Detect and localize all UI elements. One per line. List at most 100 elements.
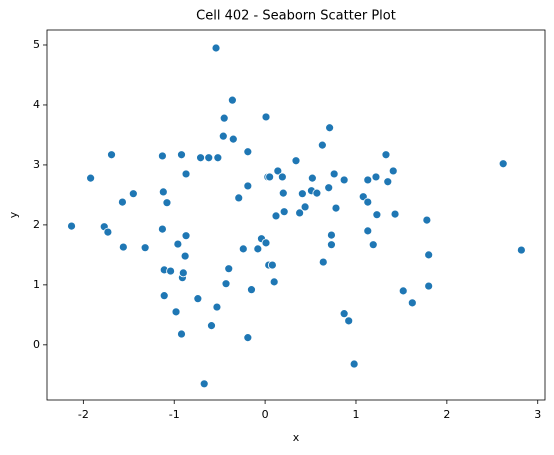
point — [291, 156, 301, 166]
y-tick-label: 3 — [33, 158, 40, 171]
point — [158, 187, 168, 197]
y-axis-label: y — [7, 211, 20, 218]
point — [498, 159, 508, 169]
y-tick-label: 4 — [33, 98, 40, 111]
point — [218, 131, 228, 141]
point — [327, 240, 336, 250]
point — [261, 112, 271, 122]
point — [317, 140, 327, 150]
x-tick-label: 3 — [534, 408, 541, 421]
point — [204, 153, 214, 163]
point — [238, 244, 248, 254]
y-tick-label: 0 — [33, 338, 40, 351]
x-tick-label: 0 — [262, 408, 269, 421]
point — [207, 321, 216, 331]
point — [159, 291, 169, 301]
point — [158, 224, 167, 234]
point — [363, 175, 373, 185]
point — [390, 209, 400, 219]
point — [211, 43, 221, 53]
point — [344, 316, 354, 326]
point — [363, 197, 373, 207]
point — [243, 181, 253, 191]
point — [381, 150, 391, 160]
point — [227, 95, 237, 105]
point — [196, 153, 205, 163]
point — [199, 379, 209, 389]
point — [128, 189, 138, 199]
point — [324, 183, 334, 193]
point — [339, 309, 349, 319]
point — [297, 189, 307, 199]
point — [300, 202, 310, 212]
y-tick-label: 1 — [33, 278, 40, 291]
point — [265, 172, 275, 182]
point — [279, 207, 289, 217]
point — [228, 134, 238, 144]
point — [107, 150, 116, 160]
point — [424, 250, 434, 260]
point — [243, 147, 253, 157]
point — [349, 359, 359, 369]
y-tick-label: 2 — [33, 218, 40, 231]
point — [253, 244, 263, 254]
point — [312, 188, 322, 198]
point — [516, 245, 526, 255]
point — [407, 298, 417, 308]
point — [325, 123, 335, 133]
y-tick-label: 5 — [33, 38, 40, 51]
point — [372, 210, 382, 220]
point — [278, 188, 288, 198]
x-axis-label: x — [293, 431, 300, 444]
point — [269, 277, 279, 287]
x-tick-label: -2 — [78, 408, 89, 421]
point — [329, 169, 339, 179]
point — [219, 113, 229, 123]
point — [158, 151, 167, 161]
point — [193, 294, 203, 304]
point — [118, 242, 128, 252]
point — [224, 264, 234, 274]
point — [177, 150, 186, 160]
point — [67, 221, 76, 231]
point — [327, 230, 336, 240]
point — [363, 226, 373, 236]
x-tick-label: 1 — [352, 408, 359, 421]
point — [103, 227, 113, 237]
point — [331, 203, 341, 213]
point — [424, 281, 434, 291]
point — [140, 243, 150, 253]
point — [181, 231, 191, 241]
point — [422, 215, 432, 225]
x-tick-label: 2 — [443, 408, 450, 421]
point — [162, 198, 172, 208]
point — [318, 257, 328, 267]
point — [177, 329, 186, 339]
point — [234, 193, 244, 203]
point — [178, 268, 188, 278]
point — [180, 251, 190, 261]
point — [213, 153, 223, 163]
point — [339, 175, 349, 185]
point — [173, 239, 183, 249]
point — [171, 307, 181, 317]
point — [261, 238, 271, 248]
point — [118, 197, 127, 207]
point — [166, 266, 175, 276]
point — [277, 172, 287, 182]
point — [267, 260, 277, 270]
point — [368, 240, 378, 250]
point — [295, 208, 305, 218]
point — [383, 177, 393, 187]
point — [86, 173, 96, 183]
point — [371, 172, 381, 182]
chart-title: Cell 402 - Seaborn Scatter Plot — [196, 9, 396, 24]
point — [221, 279, 231, 289]
point — [398, 286, 408, 296]
point — [273, 166, 283, 176]
point — [181, 169, 191, 179]
plot-frame — [46, 29, 546, 401]
point — [243, 333, 253, 343]
point — [247, 285, 256, 295]
